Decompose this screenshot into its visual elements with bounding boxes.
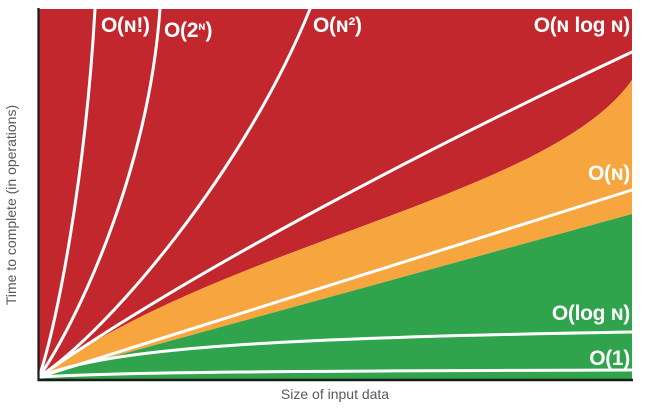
curve-quadratic bbox=[37, 7, 312, 379]
curve-linear bbox=[37, 188, 634, 379]
orange-zone bbox=[39, 80, 632, 377]
label-o-logarithmic: O(log ɴ) bbox=[551, 302, 630, 325]
red-zone bbox=[39, 9, 632, 377]
label-o-quadratic: O(ɴ²) bbox=[313, 14, 362, 37]
label-o-linear: O(ɴ) bbox=[587, 162, 630, 185]
label-o-exponential: O(2ɴ) bbox=[164, 15, 212, 42]
label-o-exponential-superscript: ɴ bbox=[198, 19, 206, 33]
curve-exponential bbox=[37, 7, 162, 379]
curve-factorial bbox=[37, 7, 97, 379]
label-o-constant: O(1) bbox=[589, 347, 630, 370]
curve-linearithmic bbox=[37, 50, 634, 379]
curve-logarithmic bbox=[37, 330, 634, 379]
label-o-exponential-close: ) bbox=[205, 19, 213, 42]
label-o-exponential-base: O(2 bbox=[164, 19, 199, 42]
x-axis-label: Size of input data bbox=[280, 386, 390, 402]
green-zone bbox=[39, 214, 632, 380]
label-o-factorial: O(ɴ!) bbox=[101, 14, 150, 37]
curve-constant bbox=[37, 368, 634, 379]
label-o-linearithmic: O(ɴ log ɴ) bbox=[533, 14, 631, 37]
y-axis-label: Time to complete (in operations) bbox=[3, 104, 19, 306]
